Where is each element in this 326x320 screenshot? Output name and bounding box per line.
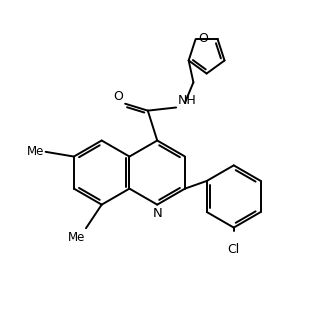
Text: Me: Me — [67, 231, 85, 244]
Text: Me: Me — [27, 145, 44, 158]
Text: O: O — [113, 90, 123, 103]
Text: N: N — [152, 207, 162, 220]
Text: NH: NH — [177, 94, 196, 107]
Text: O: O — [199, 32, 209, 45]
Text: Cl: Cl — [228, 243, 240, 256]
